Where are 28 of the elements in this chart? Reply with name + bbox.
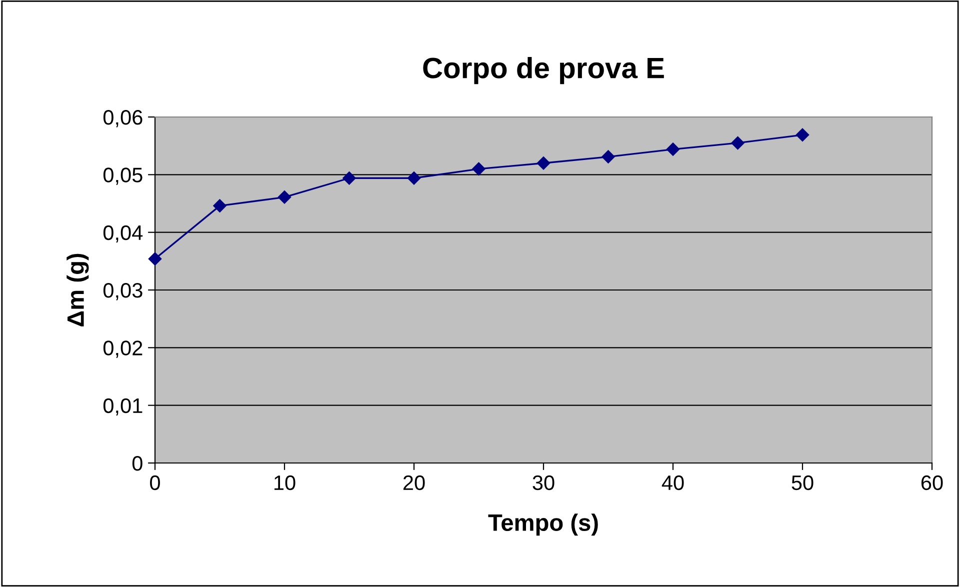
y-tick-label: 0,01 [103,398,142,416]
point [731,136,744,150]
y-tick-label: 0,04 [103,225,143,243]
x-tick-label: 40 [662,475,684,490]
x-axis-title: Tempo (s) [488,514,598,536]
y-tick-label: 0,05 [103,168,142,185]
x-tick-label: 20 [403,475,425,490]
point [213,199,226,212]
point [796,128,810,142]
y-tick-label: 0,02 [103,340,142,358]
point [278,190,292,204]
chart-title: Corpo de prova E [423,56,664,84]
point [536,156,550,170]
point [407,172,421,185]
y-axis-title: Δm (g) [66,254,89,326]
y-tick-label: 0 [132,456,142,471]
point [342,172,356,185]
point [472,162,486,176]
x-tick-label: 30 [532,475,554,490]
x-tick-label: 50 [792,475,814,490]
y-tick-label: 0,06 [103,110,142,128]
x-tick-label: 10 [274,475,296,490]
x-tick-label: 60 [921,475,943,490]
point [148,252,162,266]
point [666,142,680,156]
y-tick-label: 0,03 [103,283,142,300]
x-tick-label: 0 [150,475,160,490]
point [602,150,615,164]
